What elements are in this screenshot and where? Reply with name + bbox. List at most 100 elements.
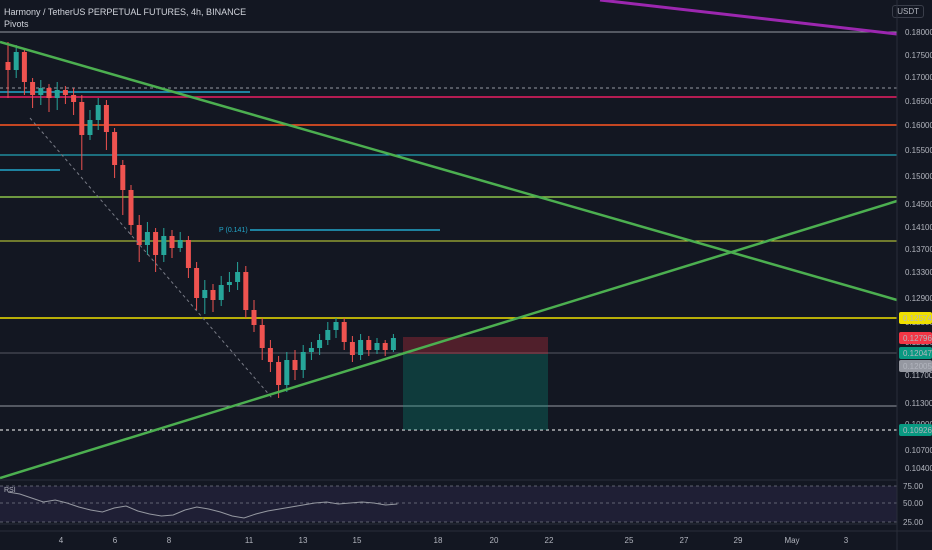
price-label: 0.12047 xyxy=(899,347,932,359)
candle xyxy=(153,228,159,272)
candle xyxy=(54,82,60,110)
candle xyxy=(202,280,208,314)
price-tick: 0.17000 xyxy=(905,73,932,82)
candle xyxy=(46,84,52,112)
candle xyxy=(144,222,150,255)
rsi-tick: 25.00 xyxy=(903,518,924,527)
time-tick: 11 xyxy=(245,536,254,545)
price-tick: 0.10400 xyxy=(905,464,932,473)
time-tick: 4 xyxy=(59,536,64,545)
svg-text:0.10926: 0.10926 xyxy=(903,426,932,435)
currency-selector[interactable]: USDT xyxy=(892,5,924,18)
candle xyxy=(120,160,126,215)
price-tick: 0.14500 xyxy=(905,200,932,209)
candle xyxy=(136,215,142,262)
price-tick: 0.11700 xyxy=(905,371,932,380)
level-lines xyxy=(0,31,897,431)
price-label: 0.12005 xyxy=(899,360,932,372)
candle xyxy=(62,86,68,104)
time-tick: 6 xyxy=(113,536,118,545)
trend-lines[interactable] xyxy=(0,0,898,480)
price-tick: 0.17500 xyxy=(905,51,932,60)
price-tick: 0.13300 xyxy=(905,268,932,277)
candle xyxy=(317,334,323,355)
time-tick: 27 xyxy=(680,536,689,545)
time-axis[interactable]: 4 6 8 11 13 15 18 20 22 25 27 29 May 3 xyxy=(59,536,849,545)
price-tick: 0.16000 xyxy=(905,121,932,130)
candlestick-series xyxy=(5,42,396,398)
candle xyxy=(79,95,85,170)
candle xyxy=(95,98,101,130)
svg-text:0.12047: 0.12047 xyxy=(903,349,932,358)
candle xyxy=(38,80,44,105)
candle xyxy=(21,48,27,95)
candle xyxy=(235,262,241,290)
ascending-trendline xyxy=(0,199,898,480)
rsi-tick: 50.00 xyxy=(903,499,924,508)
candle xyxy=(194,262,200,310)
svg-text:0.12796: 0.12796 xyxy=(903,334,932,343)
candle xyxy=(259,318,265,360)
candle xyxy=(218,276,224,306)
candle xyxy=(284,352,290,392)
candle xyxy=(5,42,11,98)
price-tick: 0.18000 xyxy=(905,28,932,37)
candle xyxy=(390,334,396,352)
time-tick: 15 xyxy=(353,536,362,545)
price-tick: 0.16500 xyxy=(905,97,932,106)
rsi-line xyxy=(7,491,398,519)
stop-zone xyxy=(403,337,548,354)
price-axis[interactable]: 0.18000 0.17500 0.17000 0.16500 0.16000 0.155… xyxy=(905,28,932,473)
svg-text:0.12574: 0.12574 xyxy=(903,314,932,323)
guide-dashed-line xyxy=(29,117,273,399)
price-tick: 0.15500 xyxy=(905,146,932,155)
time-tick: 25 xyxy=(625,536,634,545)
candle xyxy=(333,318,339,338)
time-tick: May xyxy=(784,536,799,545)
candle xyxy=(13,45,19,78)
rsi-panel: RSI xyxy=(0,485,897,523)
price-labels: 0.12574 0.12796 0.12047 0.12005 0.10926 xyxy=(899,312,932,436)
candle xyxy=(292,350,298,380)
candle xyxy=(87,110,93,140)
time-tick: 8 xyxy=(167,536,172,545)
price-tick: 0.12900 xyxy=(905,294,932,303)
price-tick: 0.10700 xyxy=(905,446,932,455)
candle xyxy=(226,272,232,292)
candle xyxy=(382,340,388,356)
candle xyxy=(185,236,191,278)
rsi-axis: 75.00 50.00 25.00 xyxy=(903,482,924,527)
svg-text:0.12005: 0.12005 xyxy=(903,362,932,371)
grid xyxy=(0,479,897,525)
candle xyxy=(243,266,249,318)
pivot-label: P (0.141) xyxy=(219,227,248,234)
chart-title: Harmony / TetherUS PERPETUAL FUTURES, 4h… xyxy=(4,7,247,17)
candle xyxy=(358,334,364,360)
time-tick: 3 xyxy=(844,536,849,545)
price-tick: 0.14100 xyxy=(905,223,932,232)
candle xyxy=(341,318,347,350)
position-tool[interactable] xyxy=(403,337,548,430)
indicator-label: Pivots xyxy=(4,19,29,29)
price-tick: 0.13700 xyxy=(905,245,932,254)
time-tick: 22 xyxy=(545,536,554,545)
target-zone xyxy=(403,354,548,430)
candle xyxy=(325,322,331,345)
candle xyxy=(30,78,36,108)
currency-label: USDT xyxy=(897,7,919,16)
price-tick: 0.11300 xyxy=(905,399,932,408)
candle xyxy=(128,185,134,235)
candle xyxy=(210,284,216,312)
time-tick: 13 xyxy=(299,536,308,545)
time-tick: 18 xyxy=(434,536,443,545)
price-label: 0.12574 xyxy=(899,312,932,324)
descending-trendline xyxy=(0,40,898,302)
candle xyxy=(251,300,257,332)
purple-trendline xyxy=(599,0,898,36)
candle xyxy=(308,342,314,360)
price-tick: 0.15000 xyxy=(905,172,932,181)
price-label: 0.10926 xyxy=(899,424,932,436)
candle xyxy=(169,230,175,258)
